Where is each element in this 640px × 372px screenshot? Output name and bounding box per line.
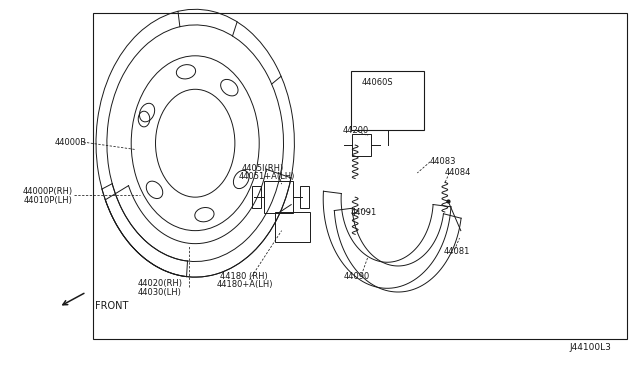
- Text: 44084: 44084: [445, 169, 471, 177]
- Text: 44020(RH): 44020(RH): [138, 279, 182, 288]
- Text: 44083: 44083: [430, 157, 456, 166]
- Text: J44100L3: J44100L3: [570, 343, 611, 352]
- Text: 44180+A(LH): 44180+A(LH): [216, 280, 273, 289]
- Text: 44091: 44091: [351, 208, 377, 217]
- Bar: [252, 186, 262, 208]
- Text: 44051+A(LH): 44051+A(LH): [239, 172, 295, 181]
- Bar: [352, 134, 371, 156]
- Text: 44010P(LH): 44010P(LH): [24, 196, 72, 205]
- Text: 44000P(RH): 44000P(RH): [22, 187, 72, 196]
- Bar: [264, 182, 293, 213]
- Text: 44200: 44200: [343, 126, 369, 135]
- Text: 44030(LH): 44030(LH): [138, 288, 182, 296]
- Text: 44180 (RH): 44180 (RH): [220, 272, 268, 280]
- Bar: [275, 212, 310, 242]
- Text: FRONT: FRONT: [95, 301, 128, 311]
- Text: 44090: 44090: [344, 272, 370, 280]
- Bar: [351, 71, 424, 130]
- Text: 44081: 44081: [444, 247, 470, 256]
- Bar: [93, 13, 627, 339]
- Text: 44060S: 44060S: [362, 78, 393, 87]
- Bar: [300, 186, 310, 208]
- Text: 44000B: 44000B: [54, 138, 86, 147]
- Text: 4405I(RH): 4405I(RH): [242, 164, 284, 173]
